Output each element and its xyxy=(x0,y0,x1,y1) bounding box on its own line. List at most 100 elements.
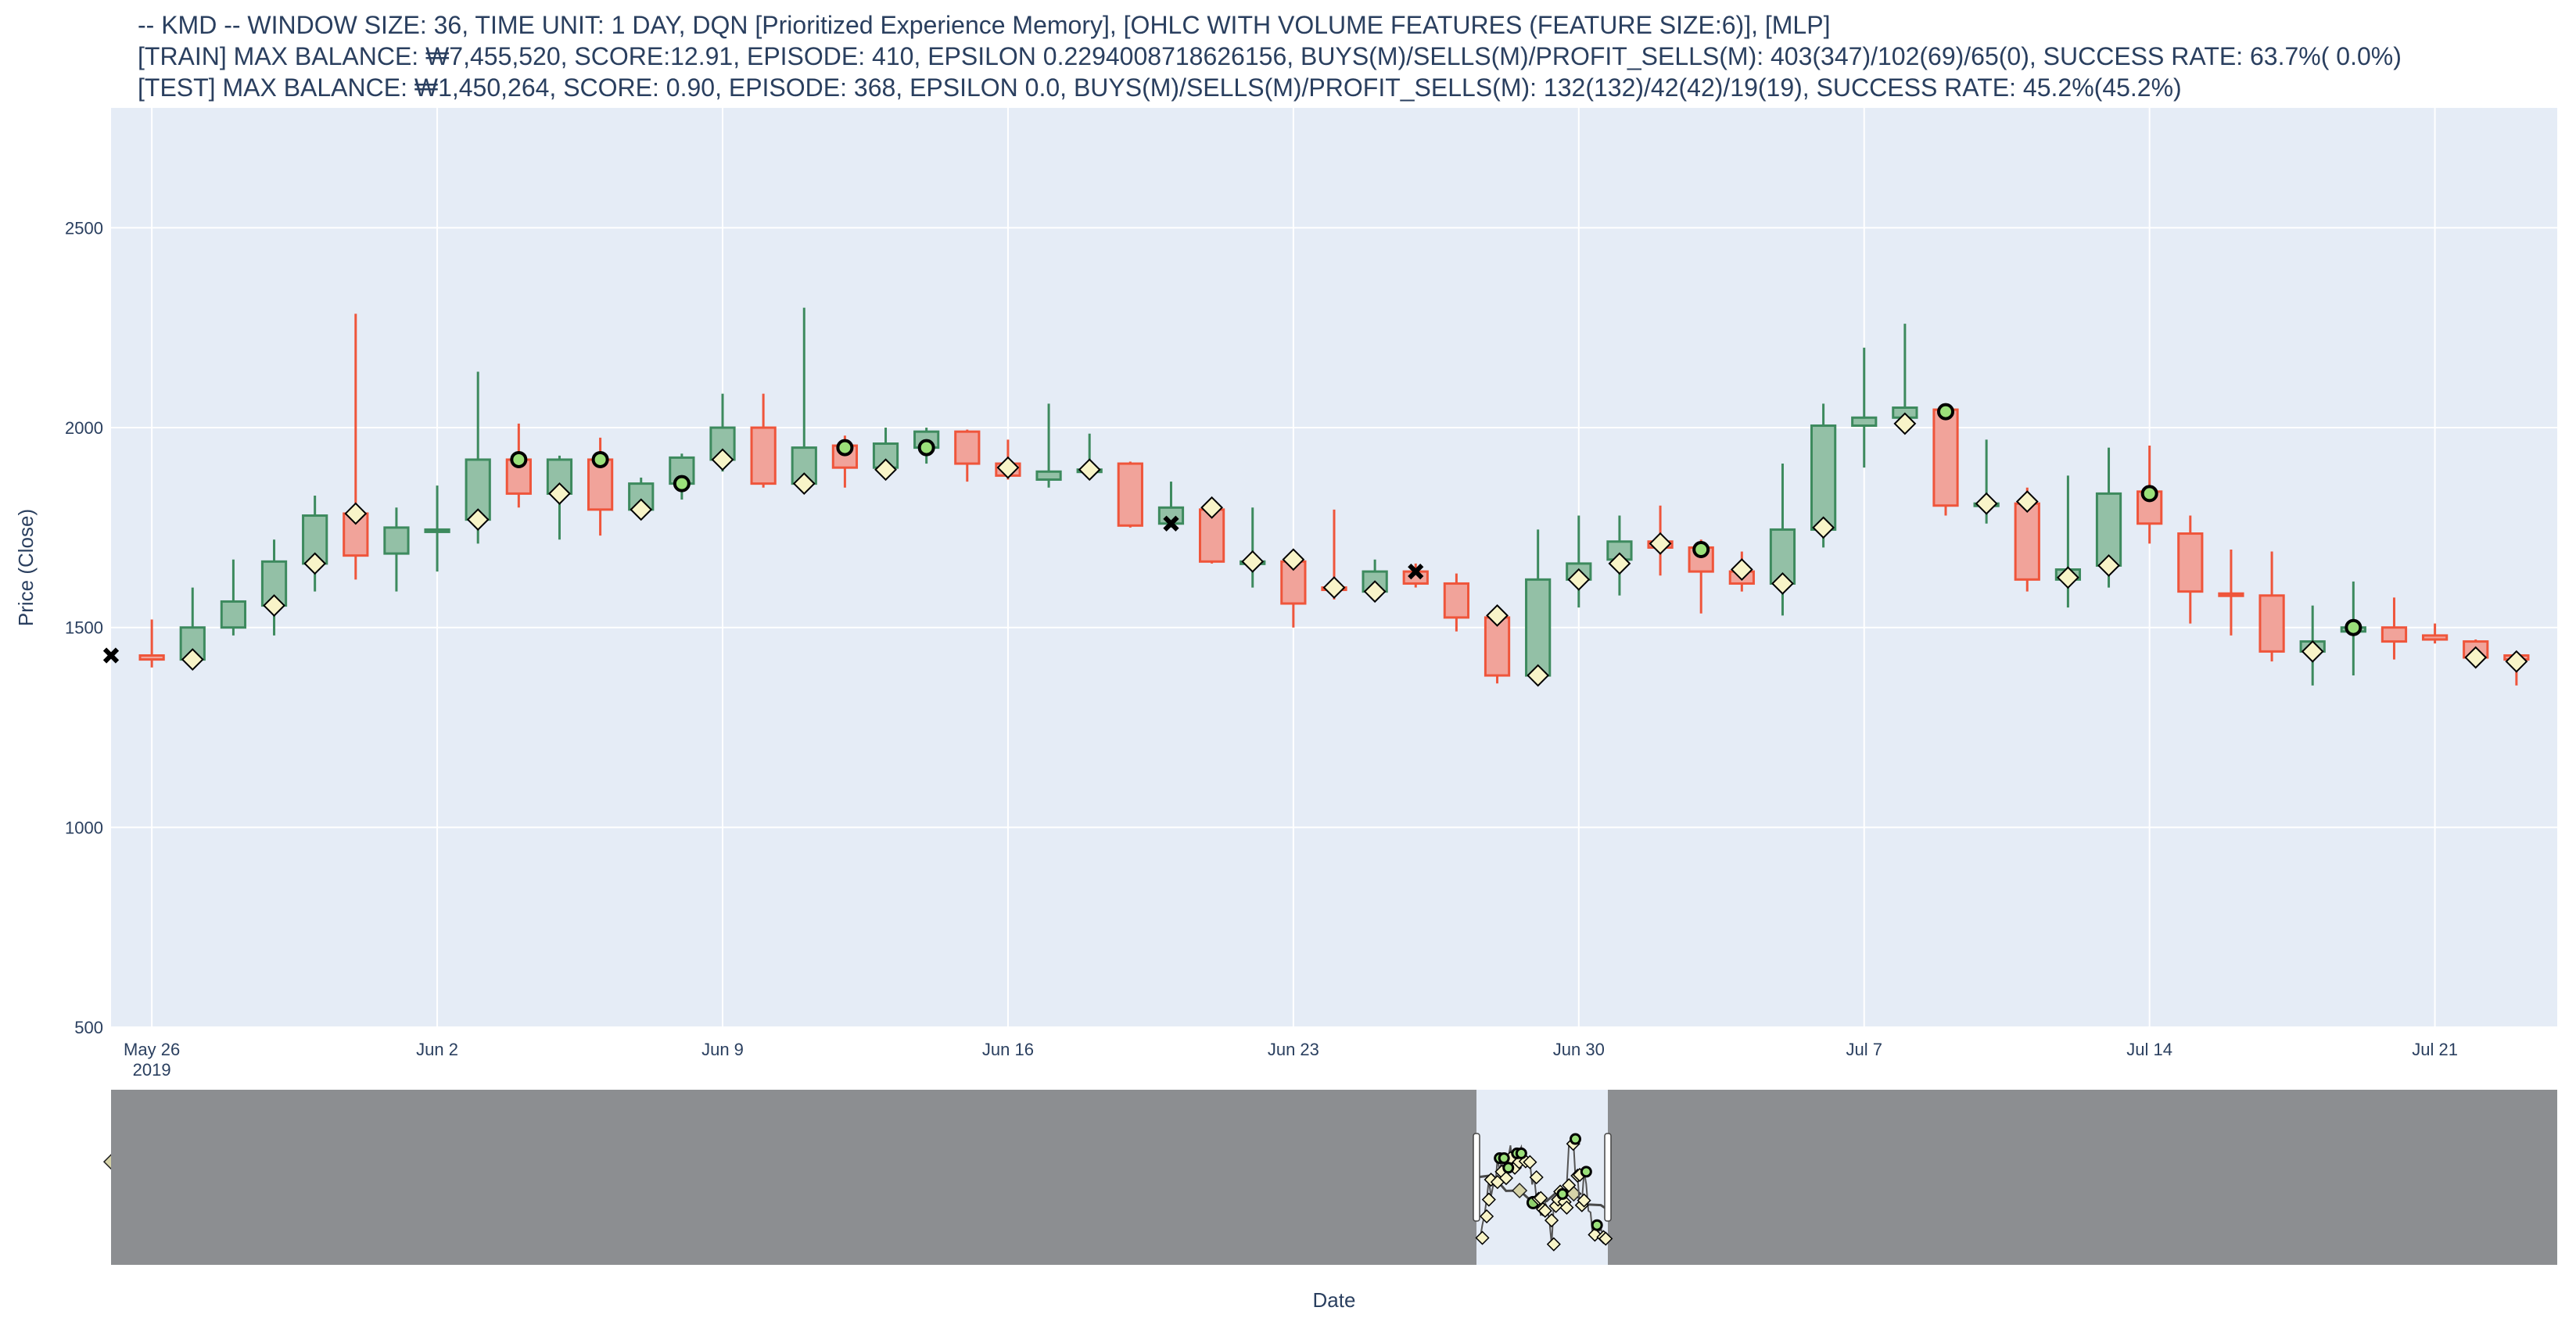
buy-marker[interactable] xyxy=(2056,566,2079,589)
buy-marker[interactable] xyxy=(792,472,816,496)
profit-sell-marker[interactable] xyxy=(836,439,854,457)
buy-marker[interactable] xyxy=(466,508,490,532)
buy-marker[interactable] xyxy=(2301,639,2324,663)
candle[interactable] xyxy=(1443,573,1470,632)
candle[interactable] xyxy=(750,393,777,488)
candle-body xyxy=(138,654,165,661)
candle[interactable] xyxy=(424,485,450,572)
candle-body xyxy=(2218,592,2244,597)
buy-marker[interactable] xyxy=(1486,603,1509,627)
sell-marker[interactable] xyxy=(1408,563,1424,580)
buy-marker[interactable] xyxy=(548,482,571,505)
buy-marker[interactable] xyxy=(1730,558,1753,581)
candle[interactable] xyxy=(138,619,165,668)
candle[interactable] xyxy=(1117,461,1143,528)
buy-marker[interactable] xyxy=(1812,516,1835,539)
range-slider-buy-marker xyxy=(1562,1178,1577,1193)
buy-marker[interactable] xyxy=(1608,552,1631,575)
candle[interactable] xyxy=(2014,487,2040,592)
title-line-train: [TRAIN] MAX BALANCE: ₩7,455,520, SCORE:1… xyxy=(138,42,2402,70)
candle-body xyxy=(505,458,532,495)
range-slider-handle-left[interactable] xyxy=(1473,1133,1480,1222)
buy-marker[interactable] xyxy=(2464,646,2488,669)
candle[interactable] xyxy=(1851,347,1878,468)
x-tick-label: Jun 9 xyxy=(701,1040,744,1059)
buy-marker[interactable] xyxy=(630,498,653,521)
candle-body xyxy=(954,430,981,465)
buy-marker[interactable] xyxy=(344,502,368,525)
profit-sell-marker[interactable] xyxy=(2140,485,2158,503)
buy-marker[interactable] xyxy=(1078,458,1101,482)
range-slider-profit-marker xyxy=(1502,1162,1515,1174)
range-slider-buy-marker xyxy=(1545,1213,1559,1228)
markers-layer[interactable] xyxy=(102,403,2528,687)
profit-sell-marker[interactable] xyxy=(1692,540,1710,558)
buy-marker[interactable] xyxy=(1200,496,1224,519)
candle[interactable] xyxy=(1035,403,1062,488)
candle-body xyxy=(1035,470,1062,482)
candle-body xyxy=(2177,532,2204,593)
buy-marker[interactable] xyxy=(1771,572,1794,595)
candle[interactable] xyxy=(1932,407,1959,516)
x-tick-label: Jun 23 xyxy=(1268,1040,1319,1059)
range-slider-profit-marker xyxy=(1498,1152,1510,1165)
candle[interactable] xyxy=(2177,515,2204,624)
buy-marker[interactable] xyxy=(1241,550,1265,573)
profit-sell-marker[interactable] xyxy=(591,450,609,468)
candle-body xyxy=(1443,582,1470,619)
candle[interactable] xyxy=(2258,551,2285,662)
candle[interactable] xyxy=(954,429,981,482)
candle[interactable] xyxy=(383,507,410,592)
candle-body xyxy=(2421,634,2449,641)
y-tick-label: 1000 xyxy=(65,818,103,837)
buy-marker[interactable] xyxy=(1567,568,1591,591)
buy-marker[interactable] xyxy=(1975,492,1998,515)
buy-marker[interactable] xyxy=(263,594,285,617)
sell-marker[interactable] xyxy=(102,647,120,664)
candle[interactable] xyxy=(1810,403,1837,548)
buy-marker[interactable] xyxy=(1527,664,1550,687)
buy-marker[interactable] xyxy=(874,458,897,482)
candle[interactable] xyxy=(1525,529,1552,680)
range-slider[interactable] xyxy=(102,1090,2557,1265)
buy-marker[interactable] xyxy=(2097,554,2120,577)
buy-marker[interactable] xyxy=(1282,548,1305,571)
buy-marker[interactable] xyxy=(1322,576,1346,599)
profit-sell-marker[interactable] xyxy=(510,450,528,468)
range-slider-mask-left[interactable] xyxy=(111,1090,1476,1265)
title-line-test: [TEST] MAX BALANCE: ₩1,450,264, SCORE: 0… xyxy=(138,73,2182,102)
buy-marker[interactable] xyxy=(2505,650,2528,673)
buy-marker[interactable] xyxy=(1649,532,1672,555)
profit-sell-marker[interactable] xyxy=(917,439,935,457)
buy-marker[interactable] xyxy=(1363,580,1387,603)
buy-marker[interactable] xyxy=(996,456,1020,479)
range-slider-mask-right[interactable] xyxy=(1608,1090,2557,1265)
x-tick-year-label: 2019 xyxy=(133,1060,171,1080)
buy-marker[interactable] xyxy=(2015,490,2039,514)
profit-sell-marker[interactable] xyxy=(2345,618,2363,636)
candle-body xyxy=(220,600,247,629)
x-tick-label: Jul 14 xyxy=(2126,1040,2172,1059)
buy-marker[interactable] xyxy=(181,648,204,672)
range-slider-buy-marker xyxy=(1480,1209,1494,1224)
profit-sell-marker[interactable] xyxy=(1937,403,1954,421)
candle-body xyxy=(424,528,450,533)
buy-marker[interactable] xyxy=(303,552,327,575)
candle[interactable] xyxy=(2218,549,2244,636)
y-axis: 500 1000 1500 2000 2500 xyxy=(65,218,103,1037)
candle-body xyxy=(750,426,777,485)
range-slider-history-marker xyxy=(1512,1182,1528,1199)
buy-marker[interactable] xyxy=(711,448,734,471)
range-slider-buy-marker xyxy=(1523,1155,1537,1169)
y-axis-title: Price (Close) xyxy=(14,509,38,626)
candle[interactable] xyxy=(220,559,247,636)
range-slider-handle-right[interactable] xyxy=(1604,1133,1612,1222)
sell-marker[interactable] xyxy=(1163,515,1179,532)
candle-body xyxy=(1851,416,1878,427)
candle[interactable] xyxy=(2421,623,2449,644)
buy-marker[interactable] xyxy=(1893,412,1917,435)
candle[interactable] xyxy=(2380,597,2408,660)
profit-sell-marker[interactable] xyxy=(673,475,691,492)
